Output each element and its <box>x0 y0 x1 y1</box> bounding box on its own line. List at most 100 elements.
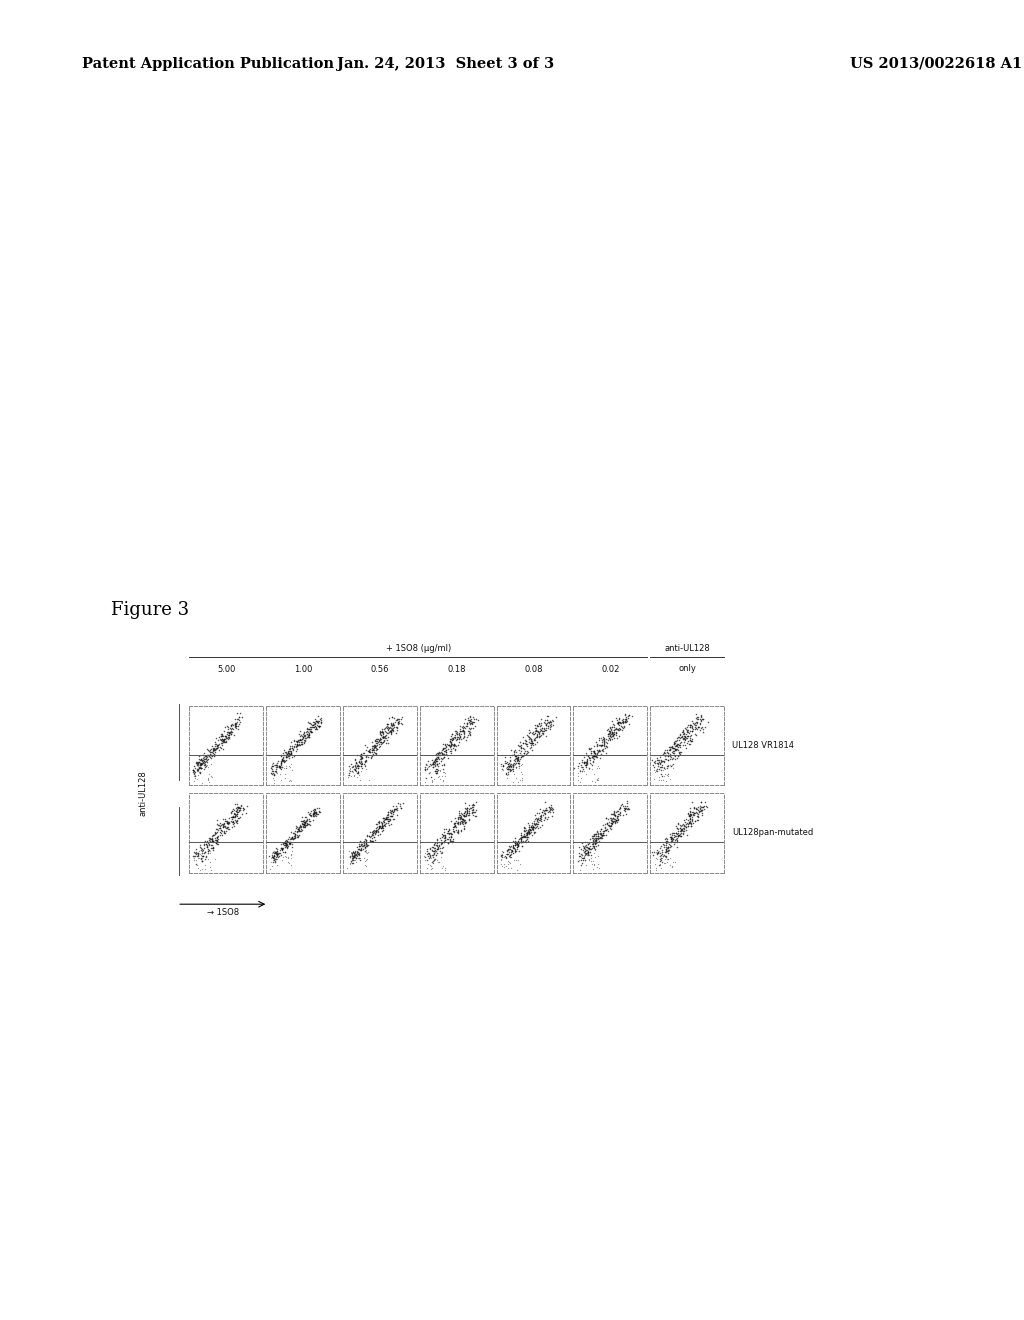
Point <box>380 804 396 825</box>
Point <box>220 721 237 742</box>
Point <box>655 770 672 791</box>
Point <box>586 746 602 767</box>
Point <box>611 717 628 738</box>
Point <box>347 843 364 865</box>
Point <box>297 814 313 836</box>
Point <box>310 801 327 822</box>
Point <box>669 747 685 768</box>
Point <box>301 718 317 739</box>
Point <box>588 830 604 851</box>
Point <box>372 723 388 744</box>
Point <box>617 711 634 733</box>
Point <box>377 816 393 837</box>
Point <box>443 824 460 845</box>
Point <box>439 733 456 754</box>
Point <box>461 803 477 824</box>
Point <box>507 832 523 853</box>
Point <box>521 733 538 754</box>
Point <box>524 818 541 840</box>
Point <box>209 734 225 755</box>
Point <box>527 734 544 755</box>
Point <box>265 762 282 783</box>
Point <box>544 709 560 730</box>
Point <box>595 729 611 750</box>
Point <box>651 838 668 859</box>
Point <box>384 800 400 821</box>
Point <box>390 714 407 735</box>
Point <box>355 754 372 775</box>
Point <box>541 711 557 733</box>
Point <box>295 816 311 837</box>
Point <box>442 731 459 752</box>
Point <box>263 763 280 784</box>
Point <box>500 763 516 784</box>
Point <box>274 750 291 771</box>
Point <box>581 747 597 768</box>
Point <box>540 801 556 822</box>
Point <box>374 812 390 833</box>
Point <box>593 727 609 748</box>
Point <box>459 711 475 733</box>
Point <box>585 751 601 772</box>
Point <box>595 825 611 846</box>
Point <box>229 702 246 723</box>
Point <box>464 801 480 822</box>
Point <box>439 833 456 854</box>
Point <box>280 847 296 869</box>
Point <box>303 721 319 742</box>
Point <box>610 713 627 734</box>
Point <box>278 834 294 855</box>
Point <box>607 812 624 833</box>
Point <box>346 846 362 867</box>
Point <box>509 750 525 771</box>
Point <box>430 759 446 780</box>
Point <box>294 734 310 755</box>
Point <box>204 754 220 775</box>
Point <box>662 834 678 855</box>
Point <box>287 826 303 847</box>
Point <box>217 726 233 747</box>
Point <box>607 708 624 729</box>
Point <box>299 808 315 829</box>
Point <box>218 812 234 833</box>
Point <box>212 817 228 838</box>
Point <box>441 829 458 850</box>
Point <box>367 737 383 758</box>
Point <box>455 715 471 737</box>
Point <box>269 843 286 865</box>
Point <box>577 746 593 767</box>
Point <box>263 762 280 783</box>
Point <box>657 830 674 851</box>
Point <box>690 709 707 730</box>
Point <box>423 859 439 880</box>
Point <box>311 797 328 818</box>
Point <box>378 722 394 743</box>
Point <box>437 826 454 847</box>
Point <box>445 821 462 842</box>
Point <box>341 841 357 862</box>
Point <box>449 723 465 744</box>
Point <box>347 759 364 780</box>
Point <box>573 833 590 854</box>
Point <box>460 803 476 824</box>
Point <box>232 800 249 821</box>
Point <box>205 741 221 762</box>
Point <box>226 715 243 737</box>
Point <box>544 807 560 828</box>
Point <box>386 808 402 829</box>
Point <box>465 796 481 817</box>
Point <box>272 756 289 777</box>
Point <box>190 759 207 780</box>
Point <box>219 715 236 737</box>
Point <box>442 733 459 754</box>
Point <box>265 843 282 865</box>
Point <box>662 854 678 875</box>
Point <box>603 804 620 825</box>
Point <box>268 843 285 865</box>
Point <box>604 808 621 829</box>
Point <box>517 817 534 838</box>
Point <box>211 817 227 838</box>
Point <box>528 715 545 737</box>
Point <box>519 822 536 843</box>
Point <box>224 807 241 828</box>
